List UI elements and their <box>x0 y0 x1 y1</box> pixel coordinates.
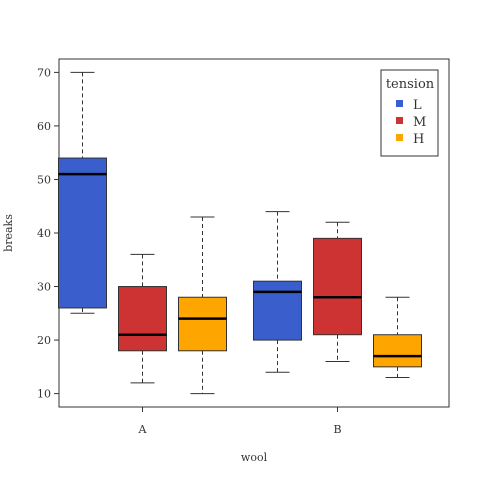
y-tick-label: 60 <box>37 120 51 133</box>
legend-swatch-H <box>396 134 403 141</box>
y-tick-label: 30 <box>37 281 51 294</box>
x-tick-label: B <box>333 423 341 436</box>
legend-swatch-M <box>396 117 403 124</box>
y-axis: 10 20 30 40 50 60 70 <box>37 66 59 401</box>
box-B-L <box>253 211 302 373</box>
box-body <box>58 157 107 309</box>
y-tick-label: 50 <box>37 173 51 186</box>
box-B-M <box>313 221 362 362</box>
y-tick-label: 40 <box>37 227 51 240</box>
legend-label-M: M <box>413 115 426 130</box>
y-tick-label: 10 <box>37 388 51 401</box>
box-B-H <box>373 296 422 379</box>
y-tick-label: 20 <box>37 334 51 347</box>
legend: tension LMH <box>380 69 439 157</box>
box-body <box>118 286 167 352</box>
legend-title: tension <box>386 77 435 92</box>
x-axis-label: wool <box>241 451 268 464</box>
box-A-L <box>58 71 107 314</box>
box-body <box>313 237 362 336</box>
legend-label-L: L <box>413 98 422 113</box>
boxes <box>58 71 422 395</box>
x-tick-label: A <box>138 423 148 436</box>
legend-box <box>380 69 439 157</box>
y-tick-label: 70 <box>37 66 51 79</box>
box-body <box>178 296 227 352</box>
box-body <box>373 334 422 368</box>
box-A-H <box>178 216 227 395</box>
y-axis-label: breaks <box>2 214 15 252</box>
legend-swatch-L <box>396 100 403 107</box>
box-A-M <box>118 253 167 384</box>
box-body <box>253 280 302 341</box>
legend-label-H: H <box>413 132 424 147</box>
